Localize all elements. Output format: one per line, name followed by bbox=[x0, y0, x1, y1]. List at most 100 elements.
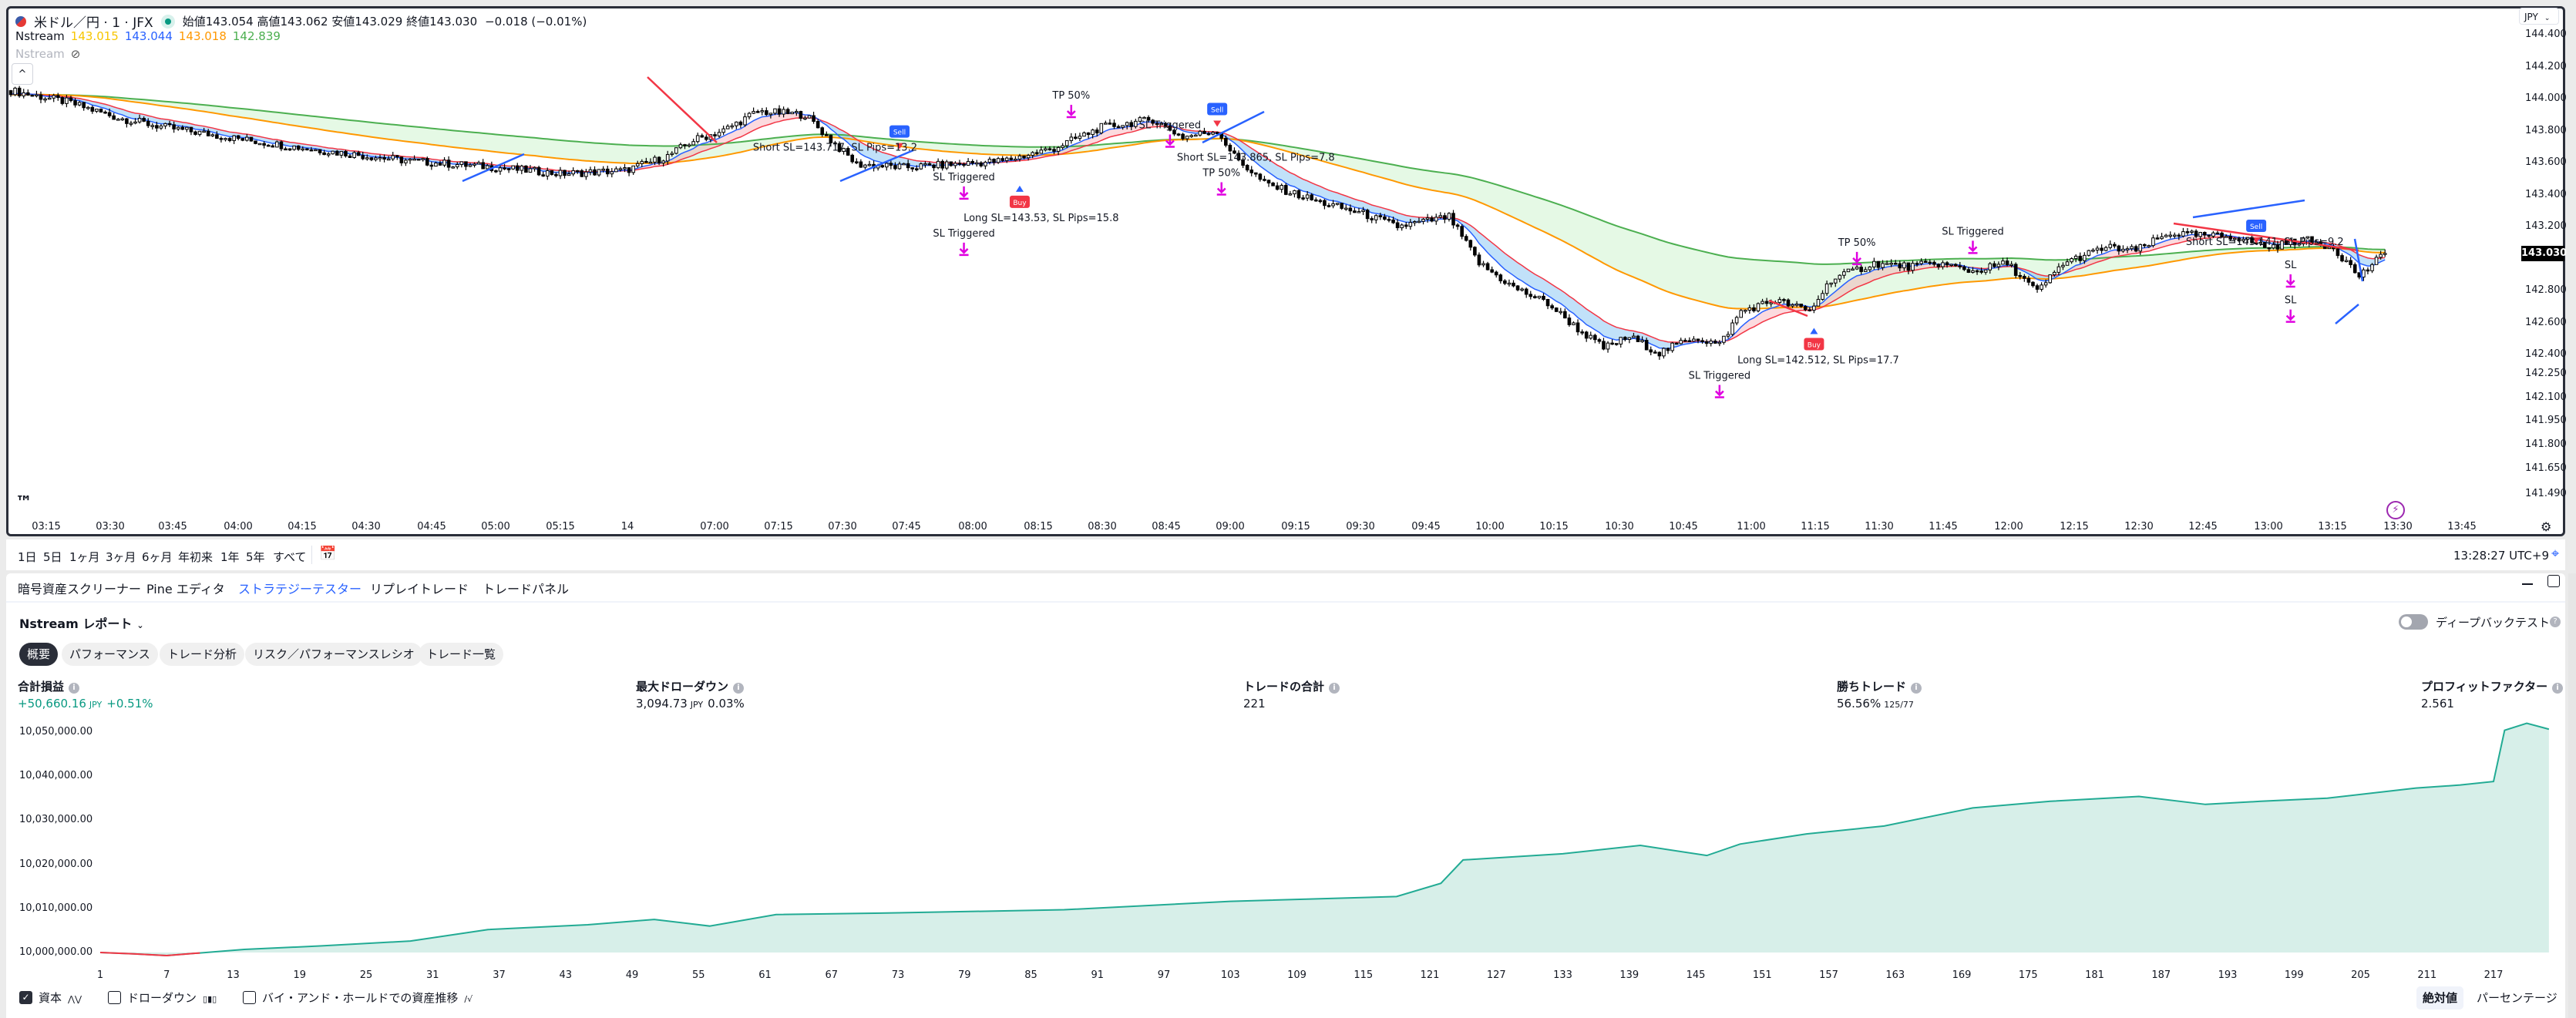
candle bbox=[833, 142, 837, 145]
metric-value: +50,660.16 JPY +0.51% bbox=[18, 697, 153, 711]
legend-checkbox[interactable] bbox=[108, 991, 121, 1004]
maximize-panel-button[interactable] bbox=[2547, 575, 2560, 587]
candle bbox=[919, 163, 923, 170]
symbol-title[interactable]: 米ドル／円 · 1 · JFX bbox=[34, 15, 153, 31]
equity-x-label: 121 bbox=[1420, 969, 1440, 981]
bottom-tab[interactable]: Pine エディタ bbox=[146, 582, 225, 596]
candle bbox=[837, 143, 842, 153]
range-button[interactable]: すべて bbox=[273, 550, 307, 564]
info-icon[interactable]: i bbox=[733, 683, 745, 694]
legend-label[interactable]: ドローダウン ▯▮▯ bbox=[127, 989, 217, 1006]
bottom-tab[interactable]: 暗号資産スクリーナー bbox=[18, 582, 142, 596]
info-icon[interactable]: i bbox=[1911, 683, 1922, 694]
legend-checkbox[interactable]: ✓ bbox=[19, 991, 32, 1004]
scrollbar[interactable] bbox=[2568, 573, 2576, 1018]
range-button[interactable]: 6ヶ月 bbox=[142, 550, 173, 564]
buy-signal-badge[interactable]: Buy bbox=[1804, 328, 1824, 351]
candle bbox=[563, 170, 567, 176]
help-icon[interactable]: ? bbox=[2550, 617, 2561, 627]
candle bbox=[554, 173, 558, 176]
candle bbox=[1233, 150, 1236, 154]
info-icon[interactable]: i bbox=[69, 683, 80, 694]
candle bbox=[1528, 294, 1533, 297]
candle bbox=[1752, 307, 1756, 311]
legend-label[interactable]: 資本 ⋀⋁ bbox=[39, 989, 82, 1006]
trend-line[interactable] bbox=[2192, 199, 2305, 219]
bottom-tab[interactable]: ストラテジーテスター bbox=[238, 582, 362, 596]
candle bbox=[691, 141, 695, 146]
trend-line[interactable] bbox=[2353, 238, 2364, 282]
sell-signal-badge[interactable]: Sell bbox=[2246, 220, 2267, 244]
range-button[interactable]: 1日 bbox=[18, 550, 37, 564]
trade-annotation: SL bbox=[2285, 295, 2297, 307]
lightning-alert-icon[interactable]: ⚡ bbox=[2386, 501, 2405, 519]
trend-line[interactable] bbox=[647, 76, 718, 143]
expand-icon[interactable]: ⌖ bbox=[2551, 546, 2560, 562]
range-button[interactable]: 1ヶ月 bbox=[69, 550, 100, 564]
deep-backtest-toggle[interactable] bbox=[2399, 614, 2428, 630]
tradingview-logo[interactable]: ™ bbox=[15, 493, 32, 512]
currency-dropdown[interactable]: JPY ⌄ bbox=[2519, 8, 2559, 25]
bottom-tab[interactable]: リプレイトレード bbox=[370, 582, 469, 596]
eye-off-icon[interactable]: ⊘ bbox=[70, 47, 81, 61]
legend-checkbox[interactable] bbox=[243, 991, 256, 1004]
candle bbox=[932, 164, 936, 169]
report-pill-tab[interactable]: トレード一覧 bbox=[419, 643, 504, 666]
candle bbox=[979, 162, 984, 166]
price-chart-panel[interactable] bbox=[6, 6, 2565, 536]
sell-signal-badge[interactable]: Sell bbox=[889, 125, 910, 150]
report-pill-tab[interactable]: パフォーマンス bbox=[62, 643, 158, 666]
trend-line[interactable] bbox=[1202, 110, 1265, 144]
candle bbox=[271, 145, 275, 148]
candle bbox=[86, 106, 90, 109]
trend-line[interactable] bbox=[1768, 299, 1808, 317]
report-pill-tab[interactable]: リスク／パフォーマンスレシオ bbox=[245, 643, 422, 666]
calendar-goto-icon[interactable]: 📅 bbox=[319, 546, 337, 562]
clock-timezone[interactable]: 13:28:27 UTC+9 bbox=[2453, 549, 2549, 563]
minimize-panel-button[interactable] bbox=[2522, 583, 2533, 585]
candle bbox=[944, 161, 949, 169]
candle bbox=[735, 121, 738, 126]
collapse-legend-button[interactable]: ^ bbox=[12, 63, 33, 85]
candle bbox=[721, 128, 725, 133]
candle bbox=[1993, 263, 1996, 267]
candle bbox=[1408, 222, 1413, 227]
candle bbox=[1172, 129, 1176, 135]
sell-signal-badge[interactable]: Sell bbox=[1207, 102, 1228, 127]
price-axis-label: 142.800 bbox=[2525, 284, 2567, 296]
candle bbox=[301, 148, 305, 151]
legend-label[interactable]: バイ・アンド・ホールドでの資産推移 ∕√ bbox=[262, 989, 472, 1006]
report-pill-tab[interactable]: 概要 bbox=[19, 643, 59, 666]
info-icon[interactable]: i bbox=[2552, 683, 2564, 694]
candle bbox=[1958, 265, 1962, 267]
bottom-tab[interactable]: トレードパネル bbox=[483, 582, 570, 596]
candle bbox=[593, 169, 597, 176]
trend-line[interactable] bbox=[462, 153, 525, 183]
indicator2-name[interactable]: Nstream bbox=[15, 47, 65, 61]
range-button[interactable]: 5年 bbox=[246, 550, 265, 564]
trend-line[interactable] bbox=[839, 149, 914, 183]
buy-signal-badge[interactable]: Buy bbox=[1009, 185, 1030, 208]
range-button[interactable]: 1年 bbox=[220, 550, 240, 564]
candle bbox=[52, 95, 56, 99]
metric-value-text: 2.561 bbox=[2421, 697, 2454, 711]
price-chart-canvas[interactable]: Sell Buy Sell Buy Sell Short SL=143.717, SL P… bbox=[0, 0, 2576, 539]
trend-line[interactable] bbox=[2335, 304, 2359, 324]
candle bbox=[1275, 185, 1280, 190]
chart-settings-gear-icon[interactable]: ⚙ bbox=[2541, 519, 2552, 534]
candle bbox=[249, 136, 254, 142]
scale-button[interactable]: パーセンテージ bbox=[2477, 991, 2558, 1005]
candle bbox=[825, 134, 829, 136]
range-button[interactable]: 5日 bbox=[43, 550, 62, 564]
svg-text:Buy: Buy bbox=[1808, 342, 1821, 350]
info-icon[interactable]: i bbox=[1329, 683, 1340, 694]
report-pill-tab[interactable]: トレード分析 bbox=[160, 643, 245, 666]
report-title-dropdown[interactable]: Nstream レポート ⌄ bbox=[19, 613, 144, 632]
trend-line[interactable] bbox=[2173, 222, 2359, 252]
indicator-name[interactable]: Nstream bbox=[15, 29, 65, 43]
candle bbox=[1996, 264, 2001, 267]
range-button[interactable]: 3ヶ月 bbox=[106, 550, 136, 564]
range-button[interactable]: 年初来 bbox=[178, 550, 214, 564]
scale-button[interactable]: 絶対値 bbox=[2416, 986, 2464, 1010]
